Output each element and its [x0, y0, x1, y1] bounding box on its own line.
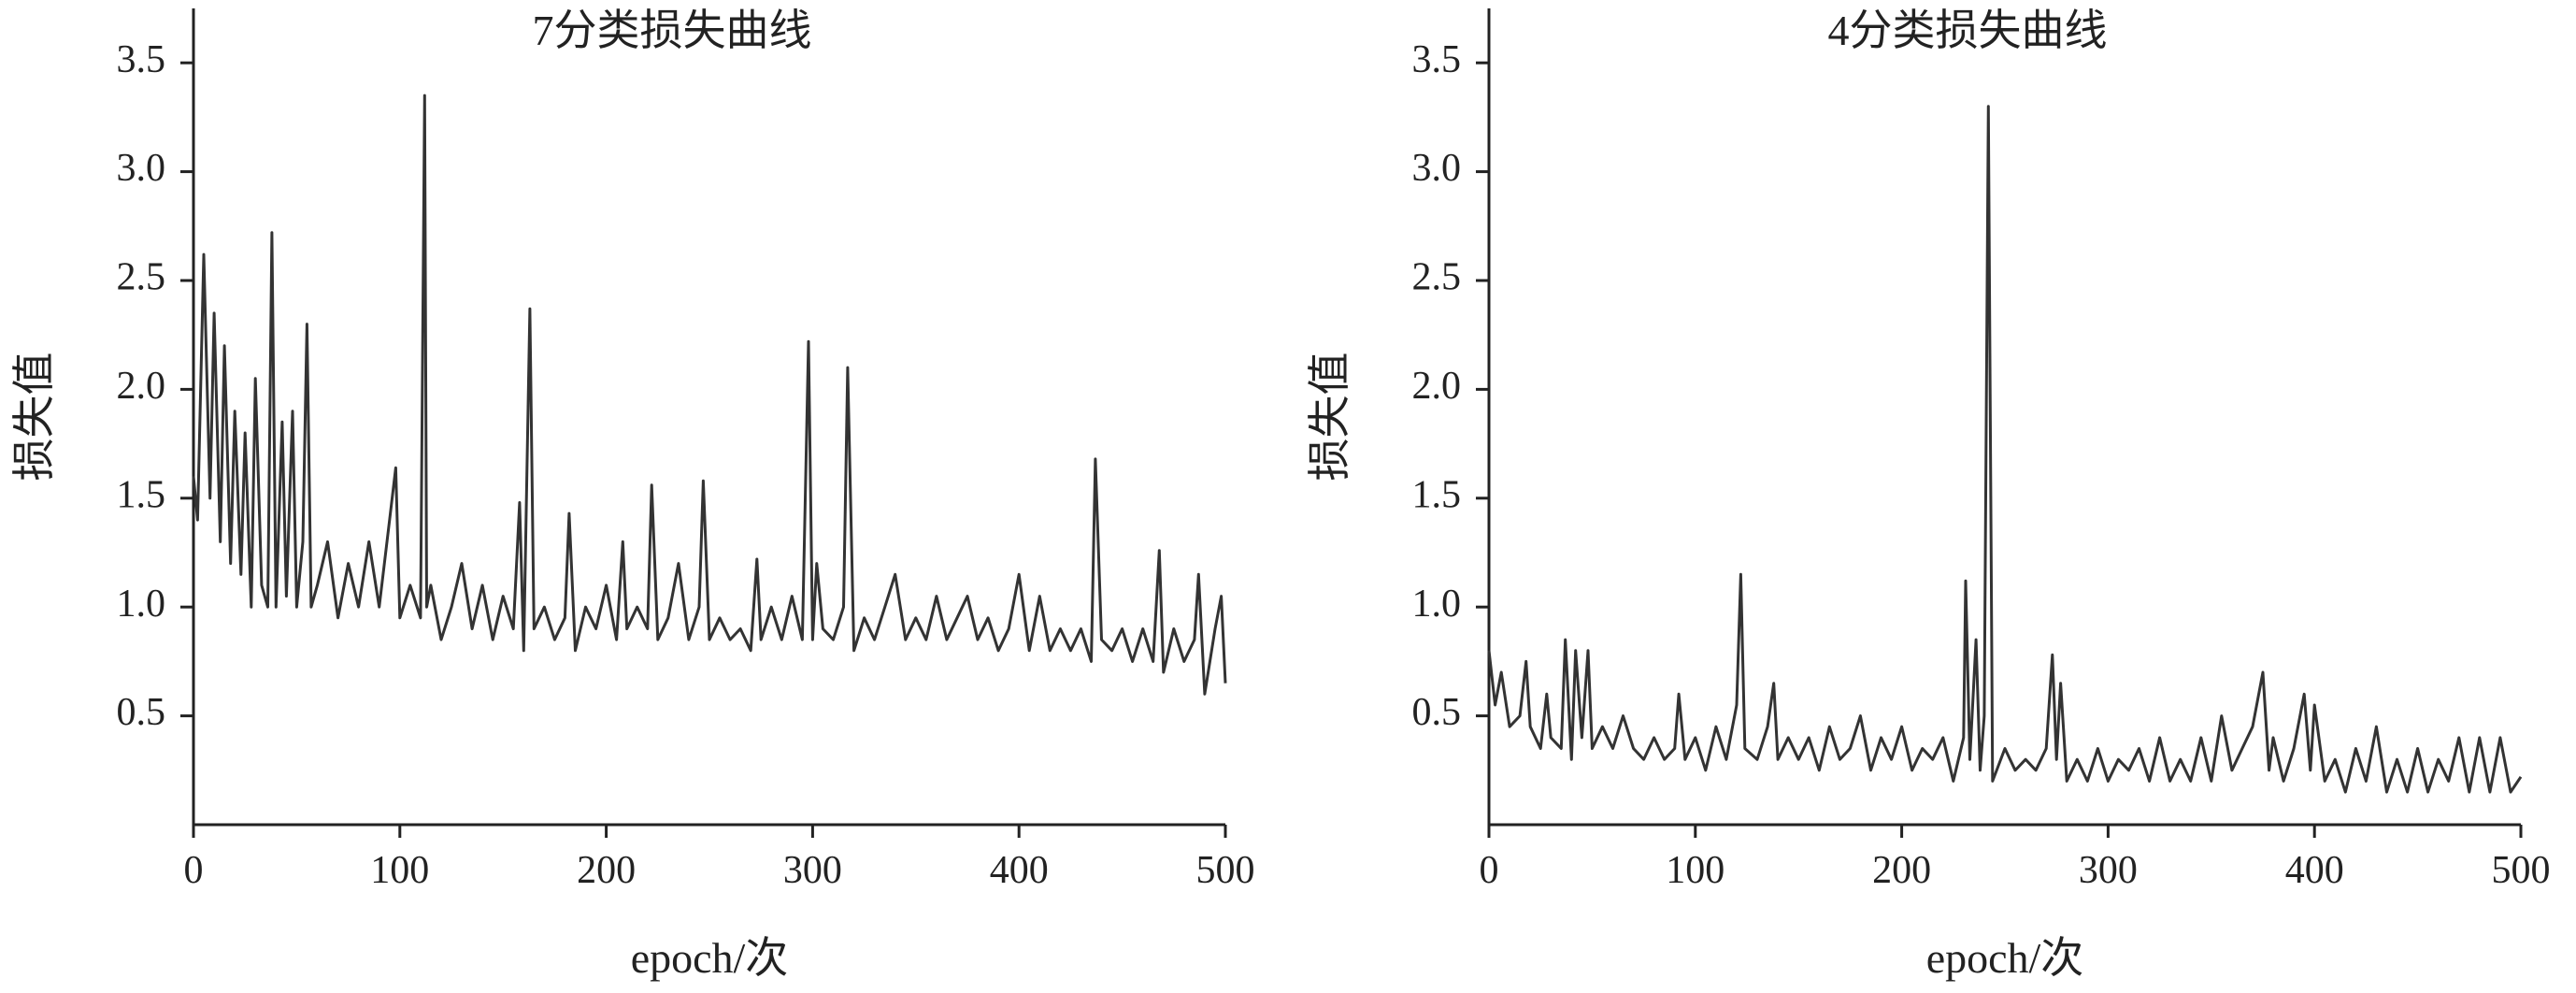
y-axis-label: 损失值 [1306, 353, 1353, 482]
chart-title: 7分类损失曲线 [533, 7, 812, 54]
y-tick-label: 3.0 [1412, 147, 1462, 190]
y-tick-label: 3.0 [117, 147, 166, 190]
x-tick-label: 300 [2079, 849, 2138, 892]
y-tick-label: 2.5 [117, 256, 166, 299]
chart-title: 4分类损失曲线 [1828, 7, 2108, 54]
y-tick-label: 1.0 [1412, 583, 1462, 626]
y-tick-label: 1.5 [1412, 473, 1462, 516]
x-tick-label: 400 [990, 849, 1049, 892]
x-tick-label: 300 [783, 849, 842, 892]
x-tick-label: 100 [370, 849, 429, 892]
x-tick-label: 400 [2285, 849, 2344, 892]
x-tick-label: 200 [577, 849, 636, 892]
x-axis-label: epoch/次 [631, 934, 789, 982]
y-tick-label: 3.5 [117, 38, 166, 81]
y-tick-label: 2.0 [117, 365, 166, 408]
y-tick-label: 0.5 [117, 691, 166, 734]
x-tick-label: 0 [1480, 849, 1499, 892]
x-tick-label: 100 [1666, 849, 1724, 892]
y-tick-label: 3.5 [1412, 38, 1462, 81]
x-tick-label: 500 [2492, 849, 2551, 892]
y-tick-label: 1.5 [117, 473, 166, 516]
y-tick-label: 1.0 [117, 583, 166, 626]
loss-line [1487, 105, 2523, 794]
x-tick-label: 500 [1196, 849, 1255, 892]
y-axis-label: 损失值 [10, 353, 58, 482]
x-axis-label: epoch/次 [1926, 934, 2084, 982]
y-tick-label: 0.5 [1412, 691, 1462, 734]
y-tick-label: 2.5 [1412, 256, 1462, 299]
x-tick-label: 0 [184, 849, 204, 892]
loss-line [192, 94, 1227, 696]
x-tick-label: 200 [1872, 849, 1931, 892]
y-tick-label: 2.0 [1412, 365, 1462, 408]
